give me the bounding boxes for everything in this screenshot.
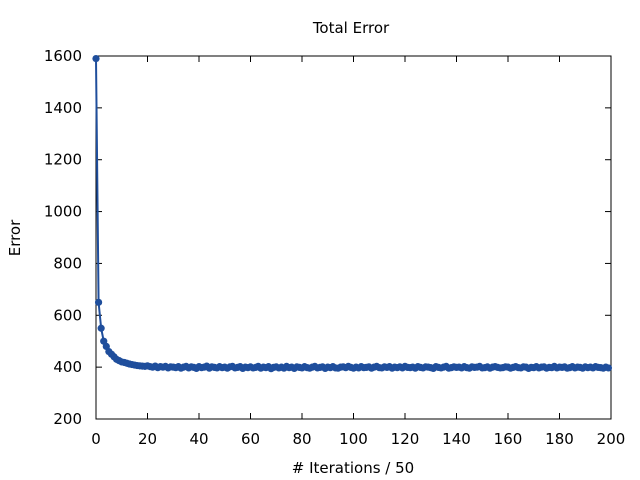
y-tick-label: 600 <box>53 306 82 324</box>
y-tick-label: 200 <box>53 410 82 428</box>
x-axis-label: # Iterations / 50 <box>292 459 414 477</box>
data-point <box>604 364 613 372</box>
data-point <box>97 324 105 332</box>
chart-title: Total Error <box>312 19 390 37</box>
x-tick-label: 180 <box>545 430 574 448</box>
x-tick-label: 60 <box>241 430 260 448</box>
x-tick-label: 120 <box>391 430 420 448</box>
y-tick-label: 800 <box>53 254 82 272</box>
x-tick-label: 80 <box>292 430 311 448</box>
x-tick-label: 200 <box>597 430 626 448</box>
y-tick-label: 1600 <box>44 47 82 65</box>
x-tick-label: 40 <box>189 430 208 448</box>
series-layer <box>92 54 613 373</box>
y-tick-label: 1200 <box>44 151 82 169</box>
x-tick-label: 20 <box>138 430 157 448</box>
series-line <box>95 58 609 370</box>
x-tick-label: 0 <box>91 430 101 448</box>
y-tick-label: 400 <box>53 358 82 376</box>
y-tick-label: 1000 <box>44 203 82 221</box>
x-axis-ticks: 0 20 40 60 80 100 120 140 160 180 200 <box>91 56 625 448</box>
y-axis-label: Error <box>6 219 24 256</box>
x-tick-label: 100 <box>339 430 368 448</box>
y-tick-label: 1400 <box>44 99 82 117</box>
data-point <box>92 54 100 63</box>
x-tick-label: 160 <box>494 430 523 448</box>
x-tick-label: 140 <box>442 430 471 448</box>
y-axis-ticks: 200 400 600 800 1000 1200 1400 1600 <box>44 47 611 428</box>
data-point <box>94 298 103 306</box>
